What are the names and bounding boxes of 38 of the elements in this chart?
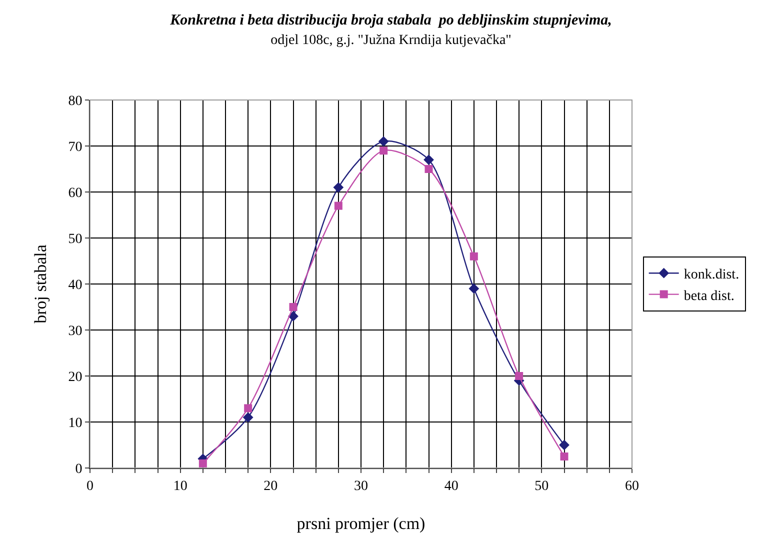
point <box>198 459 207 468</box>
chart-title: Konkretna i beta distribucija broja stabala po debljinskim stupnjevima, <box>169 12 612 28</box>
y-tick-label: 0 <box>75 462 82 477</box>
x-tick-label: 50 <box>534 478 549 494</box>
legend-label: beta dist. <box>684 288 734 304</box>
point <box>559 440 570 450</box>
point <box>470 252 478 260</box>
point <box>424 154 434 165</box>
legend-label: konk.dist. <box>684 268 740 283</box>
point <box>289 303 298 311</box>
y-tick-label: 60 <box>68 186 82 201</box>
point <box>333 182 344 193</box>
y-tick-label: 80 <box>68 94 82 109</box>
y-tick-label: 50 <box>68 232 82 247</box>
point <box>378 136 389 147</box>
point <box>424 165 433 173</box>
x-tick-label: 0 <box>86 478 94 494</box>
y-tick-label: 10 <box>68 416 82 431</box>
point <box>244 404 252 412</box>
point <box>560 452 568 460</box>
y-tick-label: 40 <box>68 278 82 293</box>
y-tick-label: 20 <box>68 370 82 385</box>
x-tick-label: 10 <box>173 478 188 494</box>
x-axis-title: prsni promjer (cm) <box>296 514 426 533</box>
point <box>468 283 480 294</box>
y-axis-title: broj stabala <box>31 244 50 324</box>
x-tick-label: 60 <box>625 478 639 494</box>
point <box>288 311 298 322</box>
x-tick-label: 40 <box>444 478 458 494</box>
point <box>242 412 254 423</box>
point <box>334 202 342 210</box>
point <box>515 372 524 380</box>
y-tick-label: 30 <box>68 324 82 339</box>
x-tick-label: 20 <box>264 478 278 494</box>
point <box>380 146 388 155</box>
x-tick-label: 30 <box>354 478 368 494</box>
chart-subtitle: odjel 108c, g.j. "Južna Krndija kutjevačka" <box>270 32 512 48</box>
y-tick-label: 70 <box>68 140 82 155</box>
